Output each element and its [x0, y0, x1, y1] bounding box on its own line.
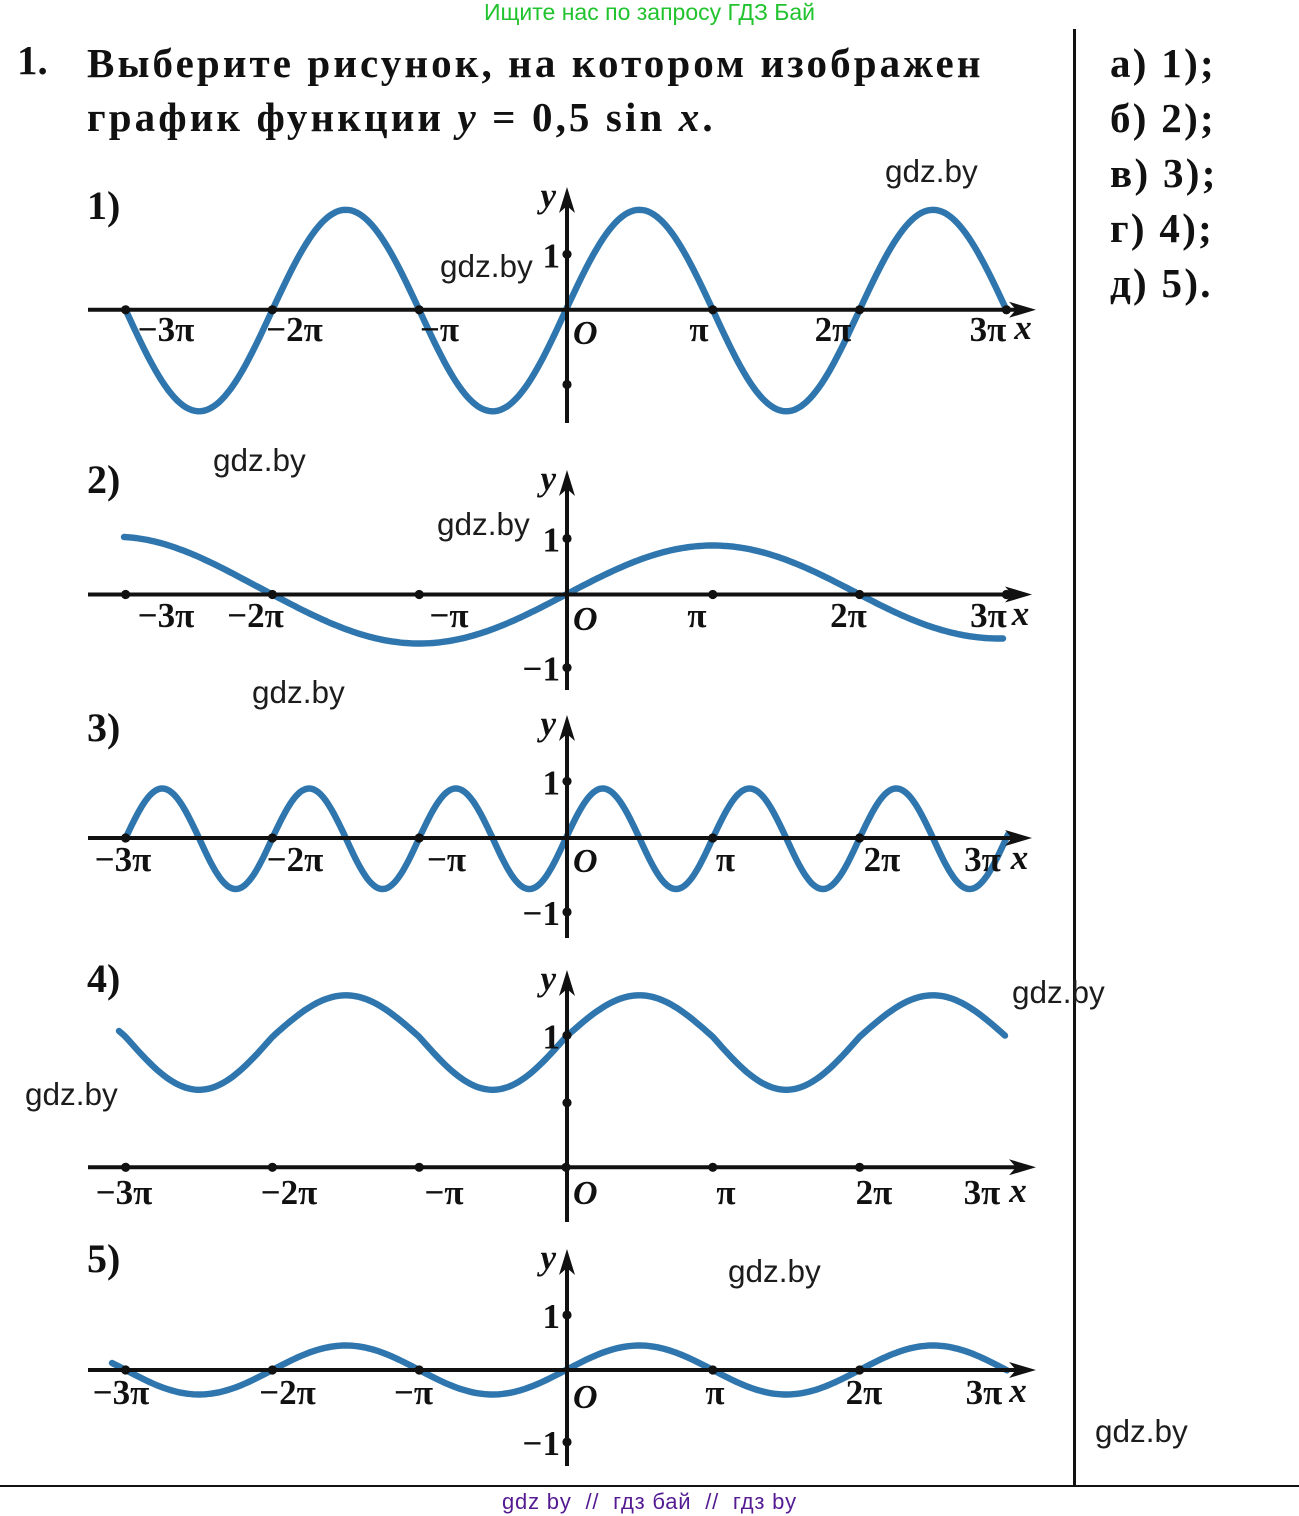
svg-text:−π: −π: [429, 596, 468, 635]
svg-text:x: x: [1008, 1371, 1027, 1410]
svg-text:gdz.by: gdz.by: [728, 1253, 821, 1289]
svg-text:gdz.by: gdz.by: [437, 506, 530, 542]
svg-text:1: 1: [543, 521, 561, 560]
svg-text:x: x: [1008, 1171, 1027, 1210]
svg-text:−3π: −3π: [95, 840, 152, 879]
svg-text:gdz.by: gdz.by: [1012, 974, 1105, 1010]
svg-text:1: 1: [543, 1297, 561, 1336]
svg-text:π: π: [689, 310, 708, 349]
svg-text:3): 3): [87, 705, 120, 750]
svg-text:−3π: −3π: [96, 1173, 153, 1212]
svg-text:2π: 2π: [815, 310, 852, 349]
svg-text:gdz.by: gdz.by: [25, 1076, 118, 1112]
svg-text:4): 4): [87, 956, 120, 1001]
svg-text:−1: −1: [523, 894, 560, 933]
svg-text:−2π: −2π: [259, 1373, 316, 1412]
svg-text:−3π: −3π: [93, 1373, 150, 1412]
svg-text:y: y: [536, 176, 556, 215]
svg-text:y: y: [536, 704, 556, 743]
svg-text:O: O: [573, 1379, 598, 1416]
svg-text:2π: 2π: [856, 1173, 893, 1212]
svg-text:−2π: −2π: [227, 596, 284, 635]
svg-text:x: x: [1010, 838, 1029, 877]
svg-text:x: x: [1011, 594, 1030, 633]
svg-text:3π: 3π: [964, 1173, 1001, 1212]
svg-text:−π: −π: [427, 840, 466, 879]
svg-text:2π: 2π: [830, 596, 867, 635]
svg-text:2π: 2π: [846, 1373, 883, 1412]
svg-text:x: x: [1013, 308, 1032, 347]
svg-text:O: O: [573, 601, 598, 638]
svg-text:3π: 3π: [966, 1373, 1003, 1412]
svg-text:π: π: [705, 1373, 724, 1412]
svg-text:gdz.by: gdz.by: [885, 153, 978, 189]
svg-text:gdz.by: gdz.by: [213, 442, 306, 478]
svg-text:−3π: −3π: [138, 310, 195, 349]
svg-text:y: y: [536, 959, 556, 998]
svg-text:−1: −1: [523, 1424, 560, 1463]
svg-text:y: y: [536, 459, 556, 498]
svg-text:1): 1): [87, 183, 120, 228]
svg-text:π: π: [716, 840, 735, 879]
svg-text:−3π: −3π: [138, 596, 195, 635]
svg-text:−π: −π: [394, 1373, 433, 1412]
svg-text:1: 1: [543, 763, 561, 802]
svg-text:−π: −π: [424, 1173, 463, 1212]
svg-text:gdz.by: gdz.by: [1095, 1413, 1188, 1449]
svg-text:O: O: [573, 315, 598, 352]
svg-text:5): 5): [87, 1236, 120, 1281]
svg-text:−2π: −2π: [267, 840, 324, 879]
svg-text:1: 1: [543, 1017, 561, 1056]
svg-text:O: O: [573, 1175, 598, 1212]
svg-text:3π: 3π: [970, 310, 1007, 349]
svg-text:gdz.by: gdz.by: [252, 674, 345, 710]
svg-text:−1: −1: [523, 650, 560, 689]
svg-text:2): 2): [87, 457, 120, 502]
svg-text:O: O: [573, 843, 598, 880]
svg-text:π: π: [716, 1173, 735, 1212]
svg-text:π: π: [687, 596, 706, 635]
svg-text:3π: 3π: [970, 596, 1007, 635]
svg-text:3π: 3π: [964, 840, 1001, 879]
svg-text:−π: −π: [420, 310, 459, 349]
svg-text:−2π: −2π: [266, 310, 323, 349]
svg-text:2π: 2π: [864, 840, 901, 879]
svg-text:gdz.by: gdz.by: [440, 248, 533, 284]
svg-text:1: 1: [543, 236, 561, 275]
svg-text:y: y: [536, 1238, 556, 1277]
svg-text:−2π: −2π: [261, 1173, 318, 1212]
